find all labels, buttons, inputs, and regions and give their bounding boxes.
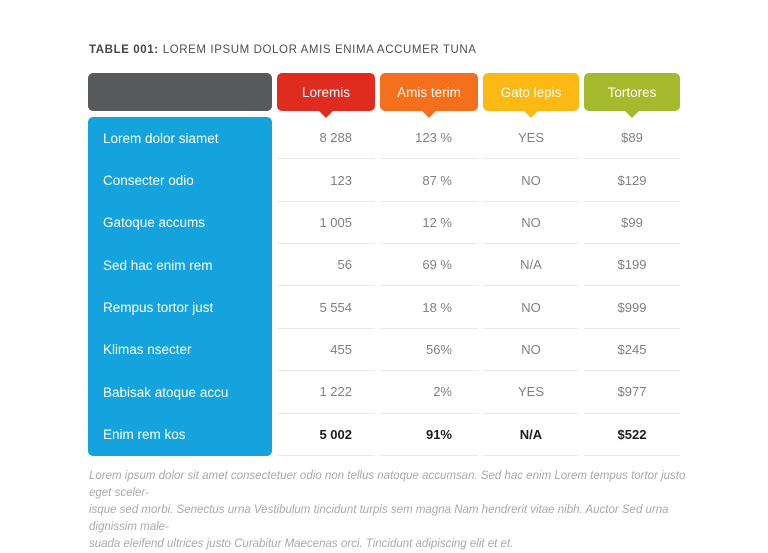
data-cell: 2% bbox=[380, 371, 478, 414]
column-header-tortores: Tortores bbox=[584, 73, 680, 118]
row-label-rempus-tortor-just: Rempus tortor just bbox=[103, 300, 214, 316]
page-title: TABLE 001: LOREM IPSUM DOLOR AMIS ENIMA A… bbox=[89, 44, 477, 56]
corner-header-cell bbox=[88, 73, 272, 111]
header-pointer-tail bbox=[523, 110, 539, 118]
header-pointer-tail bbox=[624, 110, 640, 118]
data-cell: $522 bbox=[584, 414, 680, 456]
column-header-label: Loremis bbox=[301, 84, 350, 100]
row-labels-column: Lorem dolor siamet Consecter odio Gatoque … bbox=[88, 117, 272, 456]
header-pointer-tail bbox=[421, 110, 437, 118]
data-cell: 8 288 bbox=[277, 117, 375, 160]
data-cell: 1 005 bbox=[277, 202, 375, 245]
data-cell: 56 bbox=[277, 244, 375, 287]
row-label-gatoque-accums: Gatoque accums bbox=[103, 215, 206, 231]
data-cell: 56% bbox=[380, 329, 478, 372]
row-label-enim-rem-kos: Enim rem kos bbox=[103, 427, 186, 443]
data-cell: $245 bbox=[584, 329, 680, 372]
data-cell: N/A bbox=[483, 244, 579, 287]
data-cell: N/A bbox=[483, 414, 579, 456]
column-header-label: Amis terim bbox=[397, 84, 461, 100]
row-label-lorem-dolor-siamet: Lorem dolor siamet bbox=[103, 130, 219, 146]
data-cell: NO bbox=[483, 329, 579, 372]
data-cell: $199 bbox=[584, 244, 680, 287]
data-cell: $999 bbox=[584, 286, 680, 329]
data-cell: 5 554 bbox=[277, 286, 375, 329]
column-header-gato-lepis: Gato lepis bbox=[483, 73, 579, 118]
data-cell: 91% bbox=[380, 414, 478, 456]
data-cell: NO bbox=[483, 286, 579, 329]
data-cell: $977 bbox=[584, 371, 680, 414]
data-cell: $99 bbox=[584, 202, 680, 245]
table-number-label: TABLE 001: bbox=[89, 44, 159, 56]
data-cell: $129 bbox=[584, 159, 680, 202]
data-cell: 5 002 bbox=[277, 414, 375, 456]
data-cell: YES bbox=[483, 371, 579, 414]
header-pointer-tail bbox=[318, 110, 334, 118]
data-cell: 87 % bbox=[380, 159, 478, 202]
column-header-label: Tortores bbox=[607, 84, 657, 100]
row-label-klimas-nsecter: Klimas nsecter bbox=[103, 342, 192, 358]
data-cell: NO bbox=[483, 159, 579, 202]
data-cell: NO bbox=[483, 202, 579, 245]
row-label-sed-hac-enim-rem: Sed hac enim rem bbox=[103, 257, 213, 273]
data-cell: 455 bbox=[277, 329, 375, 372]
table-title-text: LOREM IPSUM DOLOR AMIS ENIMA ACCUMER TUN… bbox=[162, 44, 477, 56]
row-label-babisak-atoque-accu: Babisak atoque accu bbox=[103, 384, 229, 400]
data-cell: 123 % bbox=[380, 117, 478, 160]
data-cell: 123 bbox=[277, 159, 375, 202]
footer-paragraph: Lorem ipsum dolor sit amet consectetuer … bbox=[89, 470, 686, 550]
table-header-row: Loremis Amis terim Gato lepis Tortores bbox=[88, 73, 680, 118]
column-header-amis-terim: Amis terim bbox=[380, 73, 478, 118]
data-cell: 18 % bbox=[380, 286, 478, 329]
data-grid: 8 288 123 % YES $89 123 87 % NO $129 1 005 12 % NO… bbox=[277, 117, 680, 456]
data-cell: $89 bbox=[584, 117, 680, 160]
data-cell: 12 % bbox=[380, 202, 478, 245]
data-cell: YES bbox=[483, 117, 579, 160]
column-header-label: Gato lepis bbox=[500, 84, 562, 100]
row-label-consecter-odio: Consecter odio bbox=[103, 173, 194, 189]
data-cell: 1 222 bbox=[277, 371, 375, 414]
column-header-loremis: Loremis bbox=[277, 73, 375, 118]
data-cell: 69 % bbox=[380, 244, 478, 287]
